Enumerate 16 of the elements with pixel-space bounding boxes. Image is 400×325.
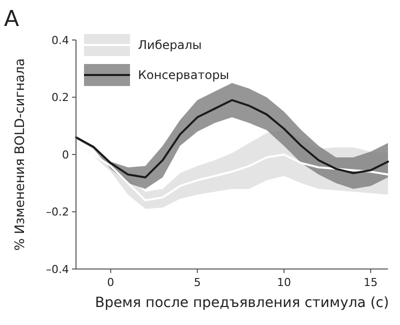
- y-tick-label: 0: [62, 148, 69, 162]
- y-tick-label: –0.2: [46, 206, 69, 219]
- y-axis-title: % Изменения BOLD-сигнала: [13, 58, 28, 251]
- x-tick-label: 5: [194, 276, 201, 289]
- y-tick-label: 0.4: [52, 34, 69, 47]
- x-tick-label: 10: [277, 276, 291, 289]
- line-series: [75, 99, 389, 178]
- x-tick-label: 0: [107, 276, 114, 289]
- y-tick-label: –0.4: [46, 262, 69, 276]
- text: A: [4, 7, 20, 32]
- x-axis-title: Время после предъявления стимула (с): [95, 295, 389, 311]
- legend-label: Либералы: [138, 38, 202, 52]
- line-series: [75, 142, 389, 202]
- y-tick-label: 0.2: [52, 91, 69, 104]
- x-tick-label: 15: [364, 276, 378, 289]
- legend-label: Консерваторы: [138, 68, 230, 82]
